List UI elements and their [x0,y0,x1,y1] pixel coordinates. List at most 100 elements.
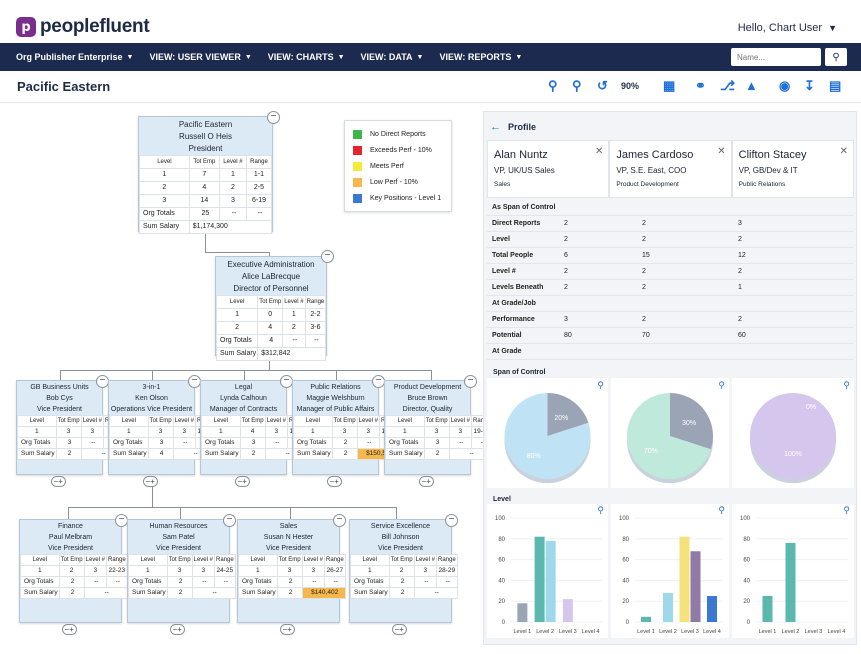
org-node[interactable]: Legal Lynda Calhoun Manager of Contracts… [200,380,309,475]
bar[interactable] [663,592,673,622]
bar[interactable] [785,542,796,622]
nav-org-publisher[interactable]: Org Publisher Enterprise ▼ [16,52,133,62]
node-stats-table: Level Tot Emp Level # Range 1 0 1 2-2 2 4 2 3-6 O… [215,295,327,361]
bar-panel: 0 20 40 60 80 100 Level 1 Level 2 Level 3 Level 4… [611,504,729,638]
nav-user-viewer[interactable]: VIEW: USER VIEWER ▼ [149,52,251,62]
pie-slice[interactable] [750,393,836,479]
pie-slice[interactable] [547,393,589,436]
camera-icon[interactable]: ◉ [779,78,791,93]
collapse-button[interactable]: − [223,514,236,527]
org-node-exec[interactable]: Executive Administration Alice LaBrecque… [215,256,327,361]
hierarchy-icon[interactable]: ▲ [745,78,758,93]
zoom-in-icon[interactable]: ⚲ [597,380,604,390]
profile-cards: Alan Nuntz VP, UK/US Sales Sales ✕ James… [487,140,854,198]
link-icon[interactable]: ⚭ [695,78,706,93]
bar[interactable] [562,599,573,622]
expand-collapse-toggle[interactable]: −+ [391,624,407,635]
nav-reports[interactable]: VIEW: REPORTS ▼ [439,52,522,62]
org-node[interactable]: Service Excellence Bill Johnson Vice Pre… [349,519,458,623]
zoom-in-icon[interactable]: ⚲ [718,380,725,390]
y-tick-label: 40 [622,578,629,584]
close-icon[interactable]: ✕ [594,146,604,157]
reset-icon[interactable]: ↺ [597,78,608,93]
y-tick-label: 20 [498,599,505,605]
user-menu[interactable]: Hello, Chart User ▼ [738,22,837,34]
close-icon[interactable]: ✕ [717,146,726,157]
document-icon[interactable]: ▤ [829,78,842,93]
download-icon[interactable]: ↧ [804,78,815,93]
cell: Sum Salary [128,587,168,599]
collapse-button[interactable]: − [267,111,280,124]
zoom-out-icon[interactable]: ⚲ [548,78,558,93]
expand-collapse-toggle[interactable]: −+ [142,476,158,487]
collapse-button[interactable]: − [321,250,334,263]
zoom-in-icon[interactable]: ⚲ [572,78,582,93]
node-stats-table: Level Tot Emp Level # Range 1 7 1 1-1 2 4 2 2-5 3… [139,155,273,234]
org-node[interactable]: Finance Paul Melbram Vice President Leve… [19,519,128,623]
nav-data[interactable]: VIEW: DATA ▼ [361,52,424,62]
pie-panel: 30% 70% ⚲ [611,378,729,488]
pie-slice[interactable] [504,393,591,479]
node-dept: Public Relations [310,384,361,391]
org-chart-canvas[interactable]: Pacific Eastern Russell O Heis President… [0,104,493,654]
org-node-root[interactable]: Pacific Eastern Russell O Heis President… [138,116,273,234]
expand-collapse-toggle[interactable]: −+ [326,476,342,487]
profile-card[interactable]: Alan Nuntz VP, UK/US Sales Sales ✕ [487,140,610,198]
expand-collapse-toggle[interactable]: −+ [279,624,295,635]
expand-collapse-toggle[interactable]: −+ [50,476,66,487]
bar[interactable] [762,596,773,622]
legend-swatch [353,193,362,203]
cell: 1 [385,426,425,438]
bar[interactable] [707,596,717,622]
node-dept: Finance [58,523,83,530]
search-input[interactable] [731,48,821,66]
bar[interactable] [517,603,528,622]
branch-icon[interactable]: ⎇ [720,78,735,93]
cell: Sum Salary [385,448,425,460]
search-icon[interactable]: ⚲ [825,48,847,66]
org-node[interactable]: 3-in-1 Ken Olson Operations Vice Preside… [108,380,217,475]
collapse-button[interactable]: − [96,375,109,388]
zoom-in-icon[interactable]: ⚲ [718,505,725,515]
col-header: Level # [80,415,104,427]
cell: 2 [58,565,85,577]
bar[interactable] [690,551,701,622]
expand-collapse-toggle[interactable]: −+ [169,624,185,635]
cell: -- [413,587,458,599]
org-node[interactable]: Product Development Bruce Brown Director… [384,380,493,475]
profile-card[interactable]: Clifton Stacey VP, GB/Dev & IT Public Re… [731,140,854,198]
expand-collapse-toggle[interactable]: −+ [61,624,77,635]
node-person: Susan N Hester [263,534,314,541]
profile-card[interactable]: James Cardoso VP, S.E. East, COO Product… [609,140,732,198]
org-node[interactable]: GB Business Units Bob Cys Vice President… [16,380,125,475]
org-node[interactable]: Human Resources Sam Patel Vice President… [127,519,236,623]
bar[interactable] [534,536,545,622]
collapse-button[interactable]: − [464,375,477,388]
zoom-in-icon[interactable]: ⚲ [597,505,604,515]
close-icon[interactable]: ✕ [839,146,848,157]
bar[interactable] [679,536,690,622]
cell: 3 [191,565,215,577]
org-node[interactable]: Public Relations Maggie Welshburn Manage… [292,380,401,475]
y-tick-label: 100 [619,516,630,522]
zoom-in-icon[interactable]: ⚲ [843,380,850,390]
expand-collapse-toggle[interactable]: −+ [418,476,434,487]
nav-charts[interactable]: VIEW: CHARTS ▼ [268,52,345,62]
back-arrow-icon[interactable]: ← [490,121,501,133]
layout-icon[interactable]: ▦ [663,78,676,93]
expand-collapse-toggle[interactable]: −+ [234,476,250,487]
pie-slice[interactable] [627,393,711,479]
collapse-button[interactable]: − [333,514,346,527]
cell: 1-1 [245,168,273,182]
zoom-in-icon[interactable]: ⚲ [843,505,850,515]
node-dept: Human Resources [149,523,208,530]
collapse-button[interactable]: − [445,514,458,527]
pie-slice[interactable] [670,393,713,450]
org-node[interactable]: Sales Susan N Hester Vice President Leve… [237,519,346,623]
bar[interactable] [641,616,651,622]
cell: 2 [738,316,742,323]
bar[interactable] [545,540,556,622]
nav-label: Org Publisher Enterprise [16,52,123,62]
brand-logo[interactable]: p peoplefluent [16,16,150,38]
